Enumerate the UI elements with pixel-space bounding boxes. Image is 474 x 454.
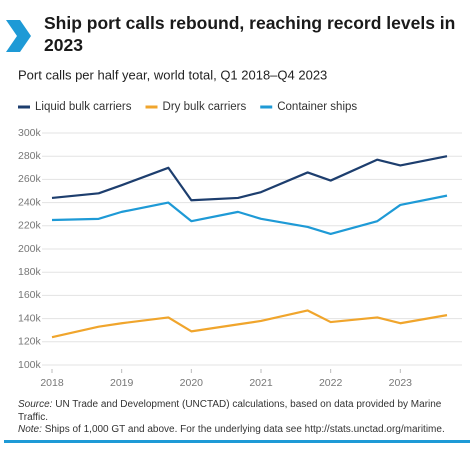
source-text: UN Trade and Development (UNCTAD) calcul… [18, 399, 442, 423]
x-tick-label: 2019 [110, 377, 134, 389]
source: Source: UN Trade and Development (UNCTAD… [18, 399, 468, 424]
x-tick-label: 2018 [40, 377, 64, 389]
y-tick-label: 280k [18, 150, 42, 162]
legend-label: Liquid bulk carriers [35, 101, 132, 113]
series-line [51, 309, 448, 339]
legend-label: Container ships [277, 101, 357, 113]
x-tick-label: 2023 [389, 377, 413, 389]
x-tick-label: 2022 [319, 377, 343, 389]
y-tick-label: 260k [18, 173, 42, 185]
y-tick-label: 140k [18, 312, 42, 324]
source-label: Source: [18, 399, 53, 410]
title-box: Ship port calls rebound, reaching record… [44, 13, 456, 55]
series-line [51, 155, 448, 202]
y-tick-label: 180k [18, 266, 42, 278]
chart-title: Ship port calls rebound, reaching record… [44, 13, 456, 55]
x-tick-label: 2020 [180, 377, 204, 389]
note: Note: Ships of 1,000 GT and above. For t… [18, 424, 468, 435]
y-tick-label: 220k [18, 220, 42, 232]
bottom-rule [4, 440, 470, 443]
footer-box: Source: UN Trade and Development (UNCTAD… [18, 399, 468, 435]
y-tick-label: 100k [18, 359, 42, 371]
y-tick-label: 240k [18, 196, 42, 208]
y-tick-label: 120k [18, 336, 42, 348]
y-tick-label: 200k [18, 243, 42, 255]
chart-subtitle: Port calls per half year, world total, Q… [18, 67, 327, 82]
legend-label: Dry bulk carriers [163, 101, 247, 113]
note-text: Ships of 1,000 GT and above. For the und… [44, 424, 445, 435]
x-tick-label: 2021 [249, 377, 273, 389]
note-label: Note: [18, 424, 42, 435]
series-line [51, 194, 448, 236]
y-tick-label: 160k [18, 289, 42, 301]
y-tick-label: 300k [18, 127, 42, 139]
chevron-icon [6, 20, 31, 52]
